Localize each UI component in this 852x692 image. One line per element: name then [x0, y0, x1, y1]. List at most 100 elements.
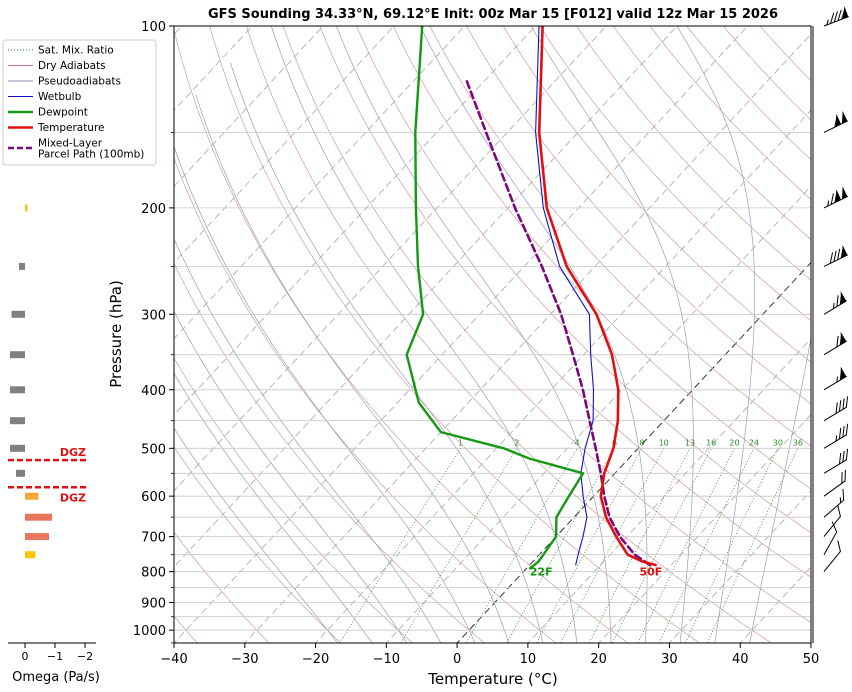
- wind-barb-half-flag: [827, 200, 830, 207]
- dry-adiabat-line: [576, 26, 811, 281]
- wind-barb-half-flag: [836, 376, 839, 383]
- legend-entry-line: Dry Adiabats: [38, 60, 106, 72]
- mixing-ratio-line: [560, 448, 665, 643]
- wind-barb: [823, 505, 842, 537]
- dry-adiabat-line: [356, 26, 811, 534]
- wind-barb: [823, 469, 846, 497]
- wind-barb-pennant: [841, 186, 848, 200]
- wind-barb-pennant: [841, 110, 848, 124]
- omega-axis-label: Omega (Pa/s): [12, 670, 100, 685]
- x-tick-label: −30: [231, 652, 258, 667]
- y-tick-label: 100: [141, 20, 166, 35]
- dry-adiabat-line: [174, 357, 413, 643]
- omega-bar: [25, 533, 49, 541]
- wind-barb-shaft: [823, 531, 838, 555]
- wind-barb-half-flag: [832, 303, 835, 309]
- wind-barb-flag: [842, 450, 845, 463]
- omega-bar: [25, 204, 28, 212]
- wind-barb-flag: [839, 293, 843, 305]
- mixing-ratio-label: 20: [729, 438, 739, 447]
- mixing-ratio-line: [400, 448, 518, 643]
- y-axis-label: Pressure (hPa): [107, 280, 125, 388]
- dry-adiabat-line: [174, 446, 342, 643]
- wind-barb-flag: [844, 469, 846, 481]
- x-axis-label: Temperature (°C): [427, 670, 557, 688]
- wind-barb: [823, 423, 849, 449]
- mixing-ratio-line: [465, 448, 578, 643]
- omega-bar: [25, 492, 39, 500]
- dry-adiabat-line: [539, 26, 811, 322]
- x-tick-label: −20: [302, 652, 329, 667]
- wind-barb-flag: [830, 193, 834, 205]
- wind-barb: [823, 6, 849, 27]
- y-tick-label: 300: [141, 308, 166, 323]
- mixing-ratio-label: 4: [575, 438, 580, 447]
- pseudoadiabat-line: [174, 310, 408, 643]
- wind-barb: [823, 396, 849, 422]
- x-tick-label: 30: [661, 652, 678, 667]
- mixing-ratio-line: [588, 448, 691, 643]
- background-lines: [174, 26, 811, 643]
- wind-barb-flag: [836, 295, 839, 307]
- wind-barb-flag: [842, 488, 845, 501]
- wind-barb-flag: [829, 252, 834, 264]
- wetbulb-line: [535, 26, 595, 566]
- wind-barb-flag: [841, 472, 843, 484]
- x-tick-label: 0: [453, 652, 461, 667]
- surface-labels: 22F 50F: [530, 566, 663, 579]
- pseudoadiabat-line: [174, 427, 338, 643]
- y-tick-label: 400: [141, 384, 166, 399]
- wind-barb: [823, 331, 847, 356]
- wind-barb-flag: [837, 540, 841, 552]
- mixing-ratio-label: 36: [793, 438, 803, 447]
- y-tick-label: 900: [141, 597, 166, 612]
- dry-adiabat-line: [429, 26, 811, 447]
- y-tick-label: 200: [141, 202, 166, 217]
- isotherm-line: [174, 26, 466, 340]
- wind-barb-shaft: [823, 515, 842, 537]
- x-tick-label: −40: [160, 652, 187, 667]
- isotherm-line: [244, 33, 811, 643]
- omega-bar: [25, 551, 36, 559]
- wind-barb-flag: [839, 333, 843, 346]
- legend-entry-line: Dewpoint: [38, 107, 88, 119]
- mixing-ratio-label: 8: [639, 438, 644, 447]
- wind-barb-half-flag: [826, 19, 829, 26]
- omega-tick-label: −2: [77, 650, 93, 663]
- wind-barb: [823, 244, 849, 267]
- mixing-ratio-line: [685, 448, 779, 643]
- wind-barb: [823, 366, 847, 391]
- x-tick-label: 50: [803, 652, 820, 667]
- wind-barb-flag: [837, 505, 841, 517]
- legend: Sat. Mix. Ratio Dry Adiabats Pseudoadiabat…: [2, 39, 157, 166]
- mixing-ratio-label: 16: [706, 438, 716, 447]
- omega-bar: [10, 351, 25, 359]
- wind-barb-flag: [845, 396, 849, 408]
- omega-bar: [10, 417, 25, 425]
- omega-bar: [11, 310, 25, 318]
- dry-adiabat-line: [612, 26, 811, 241]
- wind-barb: [823, 186, 849, 209]
- legend-entry-label: Sat. Mix. Ratio: [38, 45, 114, 57]
- dry-adiabat-line: [319, 26, 811, 578]
- legend-entry-label: Temperature: [37, 122, 105, 134]
- x-tick-label: −10: [373, 652, 400, 667]
- wind-barb: [823, 540, 842, 572]
- wind-barb-flag: [833, 11, 838, 23]
- legend-entry-line: Temperature: [37, 122, 105, 134]
- mixing-ratio-label: 24: [749, 438, 759, 447]
- wind-barb-shaft: [823, 550, 842, 572]
- pseudoadiabat-line: [195, 94, 510, 643]
- wind-barb-half-flag: [835, 435, 838, 442]
- omega-bar: [10, 444, 25, 452]
- wind-barb-flag: [845, 423, 849, 436]
- dry-adiabat-line: [466, 26, 811, 405]
- wind-barb-flag: [840, 247, 844, 259]
- wind-barb-flag: [837, 248, 841, 260]
- legend-entry-line: Parcel Path (100mb): [38, 149, 144, 161]
- x-tick-label: 10: [520, 652, 537, 667]
- legend-box: [2, 39, 157, 166]
- dry-adiabat-line: [686, 26, 811, 161]
- wind-barb-pennant: [840, 291, 847, 305]
